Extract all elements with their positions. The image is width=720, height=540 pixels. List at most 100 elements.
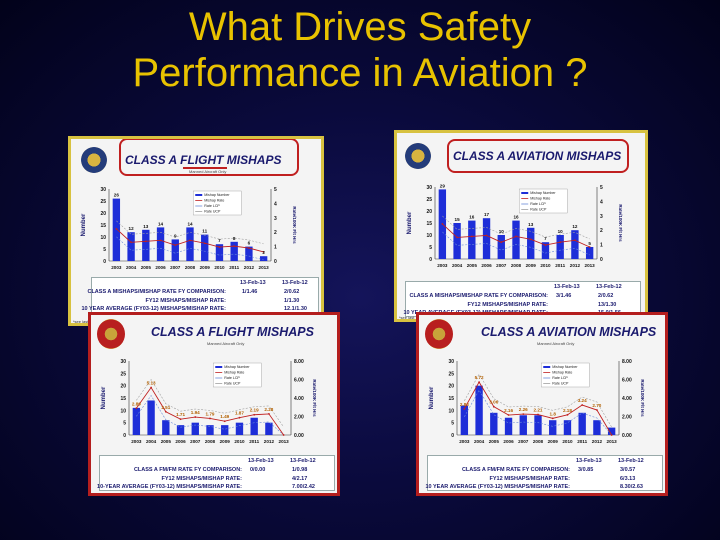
- y-tick-label: 20: [120, 384, 126, 390]
- x-tick-label: 2004: [126, 265, 137, 270]
- x-tick-label: 2006: [175, 439, 186, 444]
- x-tick-label: 2009: [526, 263, 537, 268]
- comparison-row: FY12 MISHAPS/MISHAP RATE: 13/1.30: [406, 301, 640, 310]
- mishap-bar: [156, 227, 165, 261]
- mishap-bar: [475, 385, 483, 435]
- right-tick-label: 3: [600, 214, 603, 220]
- comparison-value-prior: 12.1/1.30: [284, 306, 307, 312]
- y-axis-label: Number: [407, 211, 413, 234]
- right-axis-label: Rate/100K Flt Hrs: [312, 379, 317, 417]
- mishap-bar: [578, 412, 586, 435]
- data-label: 14: [158, 221, 164, 226]
- x-tick-label: 2011: [229, 265, 239, 270]
- comparison-row: CLASS A FM/FM RATE FY COMPARISON: 0/0.00 1…: [100, 466, 334, 475]
- rate-point: [179, 418, 182, 421]
- rate-point: [144, 240, 147, 243]
- y-tick-label: 10: [426, 233, 432, 239]
- x-tick-label: 2007: [170, 265, 181, 270]
- right-tick-label: 0.00: [622, 433, 632, 439]
- comparison-value-current: 0/0.00: [250, 467, 266, 473]
- rate-point: [559, 241, 562, 244]
- legend-entry: Rate UCP: [530, 208, 547, 212]
- x-tick-label: 2004: [452, 263, 463, 268]
- x-tick-label: 2012: [570, 263, 581, 268]
- data-label: 5.13: [147, 381, 156, 386]
- rate-point: [262, 250, 265, 253]
- mishap-bar: [607, 427, 616, 435]
- y-tick-label: 0: [429, 257, 432, 263]
- y-tick-label: 0: [103, 259, 106, 265]
- x-tick-label: 2009: [200, 265, 211, 270]
- legend-entry: Rate UCP: [224, 382, 241, 386]
- right-tick-label: 4: [274, 201, 277, 207]
- x-tick-label: 2005: [489, 439, 500, 444]
- comparison-label: FY12 MISHAPS/MISHAP RATE:: [467, 301, 548, 308]
- panel-footnote: *see last: [73, 319, 89, 324]
- x-tick-label: 2011: [249, 439, 259, 444]
- data-label: 16: [469, 215, 475, 220]
- data-label: 10: [499, 229, 505, 234]
- y-tick-label: 30: [448, 359, 454, 365]
- x-tick-label: 2010: [562, 439, 573, 444]
- x-tick-label: 2013: [259, 265, 270, 270]
- comparison-label: 10-YEAR AVERAGE (FY03-12) MISHAPS/MISHAP…: [97, 484, 242, 490]
- mishap-bar: [519, 415, 527, 435]
- rate-point: [150, 386, 152, 389]
- panel-title: CLASS A AVIATION MISHAPS: [481, 325, 657, 339]
- right-tick-label: 2: [600, 228, 603, 234]
- data-label: 3.06: [489, 400, 498, 405]
- y-tick-label: 20: [426, 209, 432, 215]
- legend-entry: Rate LCP: [224, 376, 240, 380]
- comparison-label: CLASS A FM/FM RATE FY COMPARISON:: [461, 467, 570, 473]
- mishap-bar: [162, 420, 170, 435]
- right-tick-label: 2.00: [294, 415, 304, 421]
- mishap-bar: [571, 230, 579, 259]
- rate-point: [233, 245, 236, 248]
- marine-corps-emblem-icon: [97, 319, 125, 349]
- x-tick-label: 2006: [481, 263, 492, 268]
- mishap-bar: [504, 417, 513, 435]
- right-tick-label: 2: [274, 230, 277, 236]
- comparison-col2-header: 13-Feb-12: [290, 458, 316, 464]
- comparison-row: FY12 MISHAPS/MISHAP RATE: 6/3.13: [428, 475, 662, 484]
- x-tick-label: 2008: [205, 439, 216, 444]
- mishap-bar: [527, 227, 535, 259]
- x-tick-label: 2008: [511, 263, 522, 268]
- comparison-header: 13-Feb-13 13-Feb-12: [406, 283, 640, 292]
- x-tick-label: 2005: [467, 263, 478, 268]
- y-tick-label: 0: [451, 433, 454, 439]
- legend-entry: Rate LCP: [552, 376, 568, 380]
- data-label: 2.19: [250, 408, 259, 413]
- legend-entry: Rate UCP: [552, 382, 569, 386]
- x-tick-label: 2009: [220, 439, 231, 444]
- rate-point: [588, 246, 591, 248]
- mishap-bar: [563, 420, 572, 435]
- x-tick-label: 2005: [161, 439, 172, 444]
- x-tick-label: 2010: [540, 263, 551, 268]
- rate-point: [189, 239, 191, 242]
- y-tick-label: 10: [120, 408, 126, 414]
- x-tick-label: 2009: [548, 439, 559, 444]
- rate-point: [164, 410, 167, 413]
- marine-aviation-mishaps-panel: CLASS A AVIATION MISHAPS Manned Aircraft…: [416, 312, 668, 496]
- rate-point: [500, 241, 503, 244]
- y-axis-label: Number: [81, 213, 87, 236]
- rate-point: [581, 404, 584, 406]
- y-tick-label: 15: [426, 221, 432, 227]
- y-tick-label: 25: [426, 197, 432, 203]
- data-label: 9: [174, 233, 177, 238]
- rate-ucp-line: [116, 220, 264, 245]
- data-label: 1.71: [176, 412, 185, 417]
- title-callout-box: [119, 139, 299, 176]
- comparison-value-prior: 6/3.13: [620, 475, 636, 482]
- data-label: 2.21: [534, 408, 543, 413]
- right-tick-label: 1: [600, 243, 603, 249]
- mishap-bar: [221, 425, 229, 435]
- y-tick-label: 30: [426, 185, 432, 191]
- mishap-bar: [245, 246, 253, 261]
- rate-point: [209, 417, 211, 420]
- right-tick-label: 0: [274, 259, 277, 265]
- x-tick-label: 2007: [518, 439, 529, 444]
- comparison-row: CLASS A MISHAPS/MISHAP RATE FY COMPARISO…: [406, 292, 640, 301]
